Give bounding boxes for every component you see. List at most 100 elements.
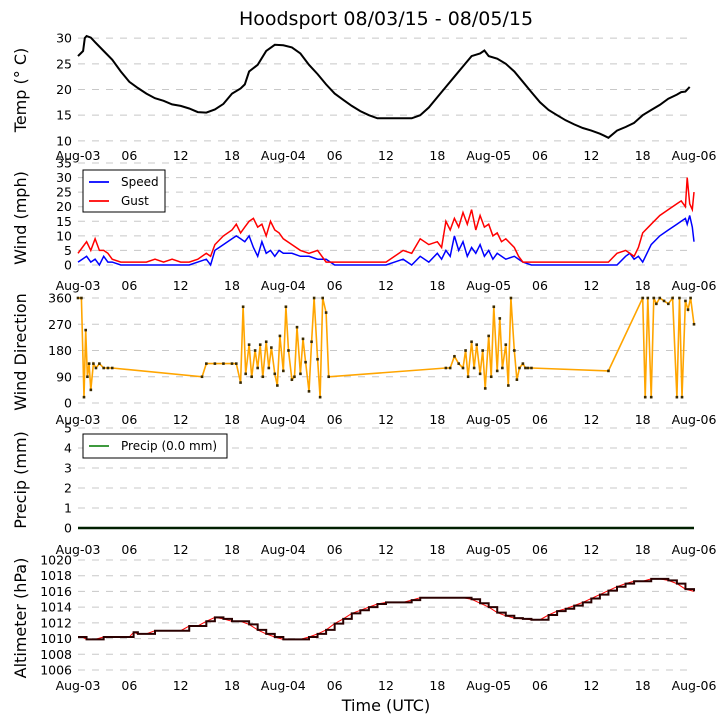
precip-x-tick-label: 18 bbox=[429, 542, 445, 557]
direction-point bbox=[270, 346, 273, 349]
direction-point bbox=[504, 343, 508, 346]
direction-y-tick-label: 360 bbox=[48, 291, 72, 306]
precip-x-tick-label: 12 bbox=[583, 542, 599, 557]
precip-y-axis-label: Precip (mm) bbox=[11, 431, 30, 529]
direction-point bbox=[518, 366, 521, 370]
direction-point bbox=[282, 369, 285, 373]
wind-y-tick-label: 5 bbox=[64, 243, 72, 258]
legend-label: Precip (0.0 mm) bbox=[121, 439, 217, 453]
direction-point bbox=[321, 296, 324, 300]
altimeter-x-tick-label: 12 bbox=[173, 678, 189, 693]
panel-direction: 0 90 180 270 360 Wind Direction Aug-03 06 12 18 Au… bbox=[11, 291, 716, 428]
direction-point bbox=[318, 395, 322, 399]
direction-x-tick-label: 12 bbox=[378, 412, 394, 427]
direction-point bbox=[671, 296, 674, 300]
direction-point bbox=[501, 366, 504, 370]
wind-y-tick-label: 15 bbox=[56, 214, 72, 229]
x-axis-label: Time (UTC) bbox=[341, 696, 430, 715]
precip-y-tick-label: 0 bbox=[64, 521, 72, 536]
direction-point bbox=[92, 362, 95, 365]
direction-point bbox=[487, 334, 490, 338]
altimeter-x-tick-label: Aug-04 bbox=[261, 678, 306, 693]
direction-point bbox=[641, 296, 644, 300]
direction-point bbox=[658, 296, 662, 300]
direction-point bbox=[273, 372, 277, 376]
direction-point bbox=[444, 366, 448, 370]
series-line-speed bbox=[77, 215, 695, 267]
direction-point bbox=[295, 325, 299, 329]
direction-point bbox=[466, 375, 470, 379]
direction-x-tick-label: Aug-06 bbox=[672, 412, 717, 427]
direction-point bbox=[521, 362, 525, 365]
legend-label: Speed bbox=[121, 175, 159, 189]
wind-x-tick-label: 06 bbox=[121, 278, 137, 293]
altimeter-x-tick-label: 12 bbox=[378, 678, 394, 693]
direction-x-tick-label: 18 bbox=[429, 412, 445, 427]
direction-point bbox=[239, 381, 242, 384]
direction-point bbox=[489, 375, 493, 379]
direction-point bbox=[276, 384, 279, 387]
direction-point bbox=[304, 360, 307, 364]
precip-x-tick-label: 18 bbox=[635, 542, 651, 557]
direction-point bbox=[513, 349, 516, 352]
direction-point bbox=[662, 299, 666, 303]
altimeter-x-tick-label: 06 bbox=[327, 678, 343, 693]
direction-point bbox=[464, 349, 467, 352]
altimeter-y-tick-label: 1010 bbox=[40, 631, 72, 646]
direction-point bbox=[495, 369, 499, 373]
altimeter-y-tick-label: 1008 bbox=[40, 647, 72, 662]
precip-y-tick-label: 4 bbox=[64, 441, 72, 456]
direction-point bbox=[470, 340, 473, 344]
wind-x-tick-label: 12 bbox=[378, 278, 394, 293]
temp-y-tick-label: 15 bbox=[56, 108, 72, 123]
direction-point bbox=[267, 366, 271, 370]
direction-y-tick-label: 90 bbox=[56, 369, 72, 384]
legend-box bbox=[82, 169, 166, 213]
direction-point bbox=[483, 387, 487, 390]
temp-x-tick-label: 18 bbox=[429, 148, 445, 163]
temp-x-tick-label: 06 bbox=[327, 148, 343, 163]
temp-x-tick-label: 18 bbox=[224, 148, 240, 163]
direction-y-tick-label: 270 bbox=[48, 317, 72, 332]
wind-x-tick-label: Aug-05 bbox=[466, 278, 511, 293]
temp-y-tick-label: 20 bbox=[56, 82, 72, 97]
direction-point bbox=[646, 296, 650, 300]
wind-x-tick-label: 06 bbox=[327, 278, 343, 293]
precip-y-tick-label: 2 bbox=[64, 481, 72, 496]
direction-point bbox=[689, 296, 692, 300]
direction-y-tick-label: 0 bbox=[64, 396, 72, 411]
direction-point bbox=[82, 395, 86, 399]
direction-point bbox=[678, 296, 681, 300]
direction-point bbox=[241, 305, 245, 309]
direction-point bbox=[530, 366, 533, 370]
direction-point bbox=[89, 388, 93, 392]
wind-y-tick-label: 0 bbox=[64, 258, 72, 273]
altimeter-x-tick-label: 18 bbox=[429, 678, 445, 693]
precip-x-tick-label: 18 bbox=[224, 542, 240, 557]
direction-point bbox=[287, 349, 290, 352]
direction-x-tick-label: 12 bbox=[583, 412, 599, 427]
series-line-temp bbox=[77, 34, 691, 139]
direction-x-tick-label: 18 bbox=[224, 412, 240, 427]
altimeter-y-tick-label: 1016 bbox=[40, 584, 72, 599]
precip-x-tick-label: Aug-03 bbox=[56, 542, 101, 557]
direction-point bbox=[253, 349, 257, 352]
direction-point bbox=[106, 366, 110, 370]
direction-point bbox=[316, 357, 319, 361]
direction-point bbox=[692, 322, 696, 326]
altimeter-x-tick-label: 06 bbox=[532, 678, 548, 693]
altimeter-y-tick-label: 1006 bbox=[40, 663, 72, 678]
wind-legend: Speed Gust bbox=[82, 169, 166, 213]
precip-x-tick-label: 12 bbox=[173, 542, 189, 557]
temp-x-tick-label: Aug-04 bbox=[261, 148, 306, 163]
direction-point bbox=[498, 317, 502, 320]
precip-legend: Precip (0.0 mm) bbox=[82, 433, 228, 459]
altimeter-x-tick-label: 12 bbox=[583, 678, 599, 693]
temp-y-axis-label: Temp (° C) bbox=[11, 48, 30, 133]
direction-point bbox=[258, 343, 262, 346]
series-line-gust bbox=[77, 177, 695, 263]
temp-y-tick-label: 10 bbox=[56, 133, 72, 148]
wind-x-tick-label: Aug-03 bbox=[56, 278, 101, 293]
wind-x-tick-label: 18 bbox=[635, 278, 651, 293]
